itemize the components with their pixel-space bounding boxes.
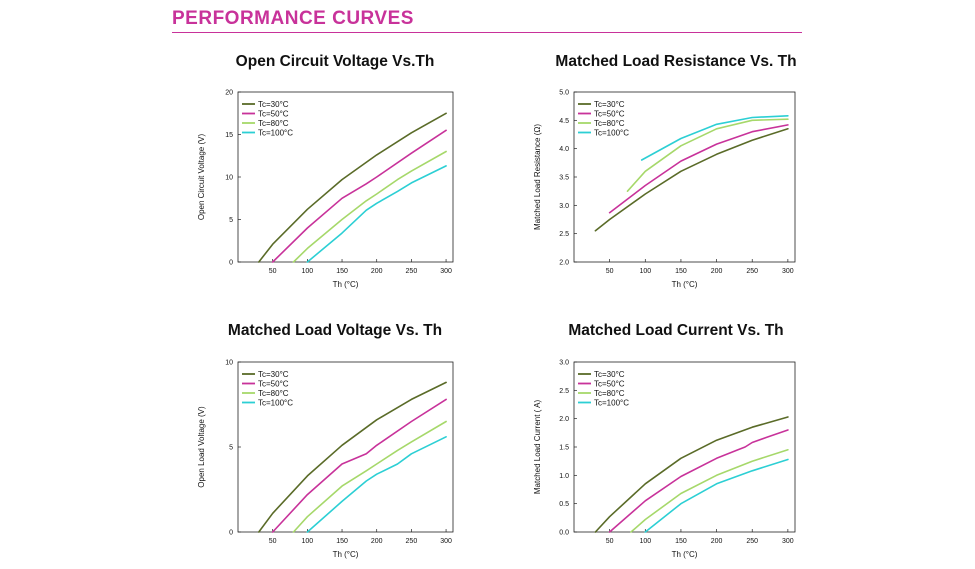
x-axis-label: Th (°C) — [672, 550, 698, 559]
chart-title: Open Circuit Voltage Vs.Th — [235, 53, 435, 70]
legend-label: Tc=30°C — [258, 100, 289, 109]
y-tick-label: 2.0 — [559, 416, 569, 423]
x-tick-label: 250 — [406, 268, 418, 275]
x-tick-label: 150 — [336, 538, 348, 545]
y-axis-label: Matched Load Resistance (Ω) — [533, 124, 542, 230]
legend-label: Tc=80°C — [594, 389, 625, 398]
y-tick-label: 0.0 — [559, 530, 569, 537]
series-line-3 — [292, 420, 447, 533]
legend-label: Tc=100°C — [258, 129, 293, 138]
series-line-4 — [644, 458, 789, 533]
x-tick-label: 50 — [606, 268, 614, 275]
y-tick-label: 2.5 — [559, 388, 569, 395]
series-line-4 — [306, 165, 447, 263]
y-tick-label: 20 — [225, 90, 233, 97]
x-tick-label: 50 — [269, 538, 277, 545]
x-tick-label: 150 — [675, 268, 687, 275]
y-axis-label: Matched Load Current ( A) — [533, 400, 542, 495]
y-tick-label: 5.0 — [559, 90, 569, 97]
series-line-2 — [271, 129, 447, 263]
x-tick-label: 250 — [746, 538, 758, 545]
legend-label: Tc=100°C — [258, 399, 293, 408]
x-tick-label: 250 — [746, 268, 758, 275]
x-axis-label: Th (°C) — [672, 280, 698, 289]
x-tick-label: 200 — [711, 268, 723, 275]
y-axis-label: Open Load Voltage (V) — [197, 406, 206, 488]
series-line-4 — [306, 435, 447, 533]
x-axis-label: Th (°C) — [333, 280, 359, 289]
series-line-1 — [257, 381, 447, 533]
y-tick-label: 4.0 — [559, 146, 569, 153]
series-line-4 — [640, 115, 789, 161]
legend-label: Tc=100°C — [594, 129, 629, 138]
chart-title: Matched Load Current Vs. Th — [568, 322, 784, 339]
chart-title: Matched Load Resistance Vs. Th — [555, 53, 797, 70]
y-tick-label: 5 — [229, 445, 233, 452]
series-line-3 — [292, 150, 447, 263]
x-tick-label: 100 — [302, 268, 314, 275]
y-tick-label: 10 — [225, 175, 233, 182]
legend-label: Tc=80°C — [594, 119, 625, 128]
legend-label: Tc=30°C — [258, 370, 289, 379]
x-tick-label: 100 — [639, 268, 651, 275]
x-tick-label: 250 — [406, 538, 418, 545]
series-line-2 — [271, 398, 447, 533]
x-tick-label: 300 — [782, 268, 794, 275]
legend-label: Tc=50°C — [258, 110, 289, 119]
legend-label: Tc=80°C — [258, 389, 289, 398]
x-tick-label: 300 — [440, 268, 452, 275]
series-line-2 — [608, 124, 789, 214]
y-tick-label: 3.5 — [559, 175, 569, 182]
legend-label: Tc=50°C — [258, 380, 289, 389]
legend-label: Tc=30°C — [594, 100, 625, 109]
y-tick-label: 4.5 — [559, 118, 569, 125]
legend-label: Tc=100°C — [594, 399, 629, 408]
y-tick-label: 2.5 — [559, 231, 569, 238]
x-tick-label: 100 — [302, 538, 314, 545]
y-tick-label: 0 — [229, 530, 233, 537]
x-tick-label: 300 — [782, 538, 794, 545]
series-line-2 — [608, 429, 789, 533]
x-tick-label: 50 — [606, 538, 614, 545]
y-tick-label: 3.0 — [559, 203, 569, 210]
y-axis-label: Open Circuit Voltage (V) — [197, 134, 206, 221]
legend-label: Tc=80°C — [258, 119, 289, 128]
x-tick-label: 100 — [639, 538, 651, 545]
series-line-3 — [626, 118, 789, 192]
series-line-1 — [594, 128, 789, 232]
y-tick-label: 1.0 — [559, 473, 569, 480]
series-line-3 — [630, 448, 789, 533]
y-tick-label: 1.5 — [559, 445, 569, 452]
x-tick-label: 300 — [440, 538, 452, 545]
legend-label: Tc=50°C — [594, 380, 625, 389]
x-tick-label: 150 — [336, 268, 348, 275]
y-tick-label: 0 — [229, 260, 233, 267]
y-tick-label: 3.0 — [559, 360, 569, 367]
y-tick-label: 5 — [229, 217, 233, 224]
y-tick-label: 10 — [225, 360, 233, 367]
x-tick-label: 50 — [269, 268, 277, 275]
x-tick-label: 200 — [371, 538, 383, 545]
y-tick-label: 0.5 — [559, 501, 569, 508]
x-tick-label: 200 — [371, 268, 383, 275]
x-tick-label: 200 — [711, 538, 723, 545]
x-tick-label: 150 — [675, 538, 687, 545]
chart-title: Matched Load Voltage Vs. Th — [227, 322, 443, 339]
series-line-1 — [257, 112, 447, 263]
x-axis-label: Th (°C) — [333, 550, 359, 559]
series-line-1 — [594, 416, 789, 533]
y-tick-label: 2.0 — [559, 260, 569, 267]
legend-label: Tc=50°C — [594, 110, 625, 119]
legend-label: Tc=30°C — [594, 370, 625, 379]
section-header: PERFORMANCE CURVES — [172, 6, 802, 33]
y-tick-label: 15 — [225, 132, 233, 139]
page-heading: PERFORMANCE CURVES — [172, 8, 414, 29]
